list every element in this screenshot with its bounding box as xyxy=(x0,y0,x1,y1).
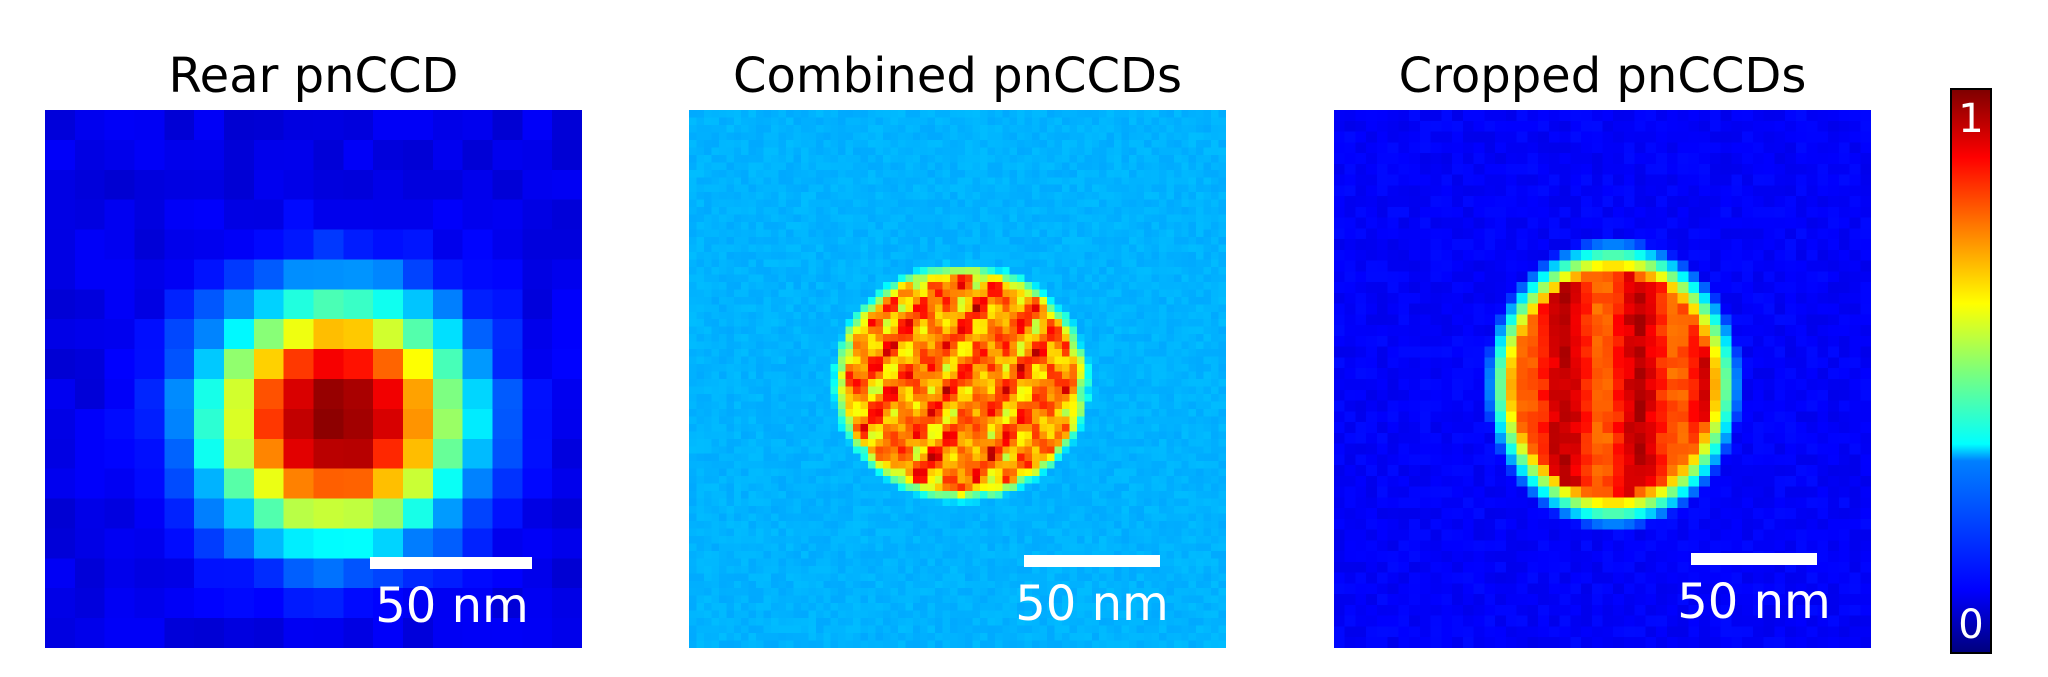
heatmap-canvas-combined xyxy=(689,110,1226,648)
heatmap-canvas-cropped xyxy=(1334,110,1871,648)
colorbar-min-label: 0 xyxy=(1958,602,1984,648)
colorbar-max-label: 1 xyxy=(1958,96,1984,142)
heatmap-cropped-pnccds: 50 nm xyxy=(1334,110,1871,648)
scale-bar-rear xyxy=(370,557,532,569)
heatmap-combined-pnccds: 50 nm xyxy=(689,110,1226,648)
panel-title-rear: Rear pnCCD xyxy=(168,48,459,104)
scale-bar-combined xyxy=(1024,555,1160,567)
heatmap-rear-pnccd: 50 nm xyxy=(45,110,582,648)
scale-label-rear: 50 nm xyxy=(375,578,529,634)
colorbar: 1 0 xyxy=(1950,88,1992,654)
scale-bar-cropped xyxy=(1691,553,1817,565)
panel-title-combined: Combined pnCCDs xyxy=(732,48,1182,104)
panel-title-cropped: Cropped pnCCDs xyxy=(1398,48,1807,104)
scale-label-combined: 50 nm xyxy=(1015,576,1169,632)
scale-label-cropped: 50 nm xyxy=(1677,574,1831,630)
